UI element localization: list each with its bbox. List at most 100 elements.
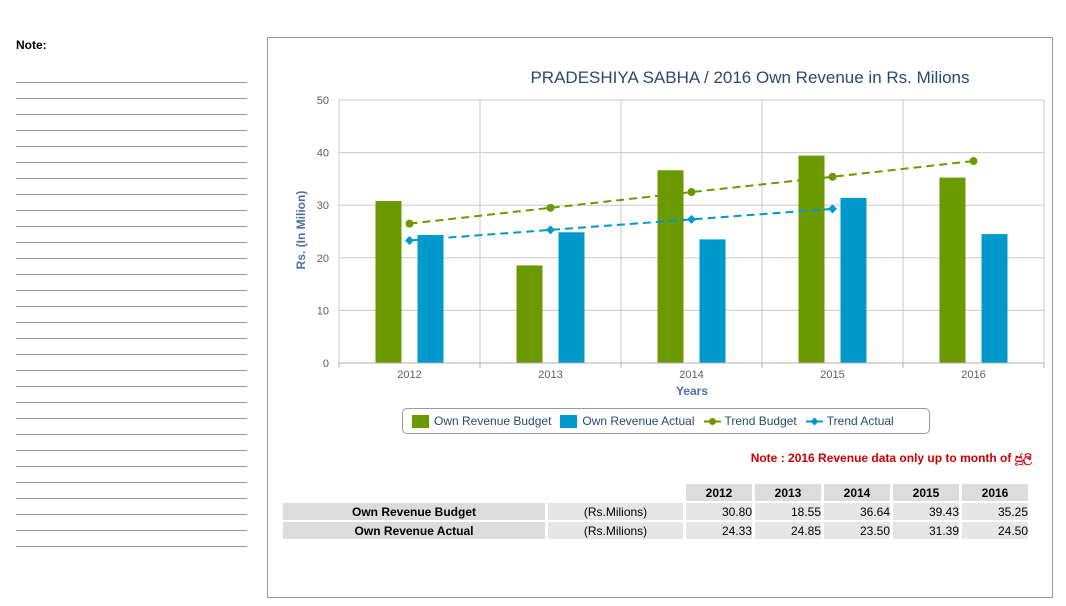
note-line bbox=[16, 274, 247, 275]
table-header-row: 2012 2013 2014 2015 2016 bbox=[283, 484, 1028, 501]
trend-budget-point bbox=[687, 188, 696, 197]
table-cell-value: 24.50 bbox=[962, 522, 1028, 539]
x-tick-label: 2015 bbox=[820, 369, 844, 381]
chart-panel: 0 10 20 30 40 50 2012 2013 2014 2015 2016 PRADESHI… bbox=[267, 37, 1053, 598]
legend-label: Trend Budget bbox=[724, 414, 797, 428]
legend-item[interactable]: Own Revenue Budget bbox=[412, 414, 551, 428]
note-line bbox=[16, 418, 247, 419]
y-tick-label: 40 bbox=[317, 148, 329, 160]
chart-axes: 0 10 20 30 40 50 2012 2013 2014 2015 2016 bbox=[317, 95, 1045, 381]
note-line bbox=[16, 114, 247, 115]
note-line bbox=[16, 482, 247, 483]
chart-trend-lines bbox=[405, 157, 978, 245]
note-line bbox=[16, 322, 247, 323]
bar-own-revenue-budget bbox=[375, 200, 402, 363]
trend-budget-point bbox=[405, 219, 414, 228]
chart-title: PRADESHIYA SABHA / 2016 Own Revenue in R… bbox=[530, 68, 969, 87]
trend-actual-point bbox=[828, 204, 837, 214]
legend-swatch bbox=[560, 414, 578, 428]
note-line bbox=[16, 386, 247, 387]
y-axis-label: Rs. (In Milion) bbox=[294, 191, 308, 270]
revenue-chart: 0 10 20 30 40 50 2012 2013 2014 2015 2016 PRADESHI… bbox=[294, 68, 1045, 398]
chart-bars bbox=[375, 155, 1008, 363]
table-cell-value: 36.64 bbox=[824, 503, 890, 520]
revenue-footnote: Note : 2016 Revenue data only up to mont… bbox=[750, 451, 1032, 465]
bar-own-revenue-actual bbox=[981, 234, 1008, 363]
notes-label: Note: bbox=[16, 38, 47, 52]
table-year-header: 2015 bbox=[893, 484, 959, 501]
legend-item[interactable]: Trend Budget bbox=[703, 414, 797, 428]
table-row-unit: (Rs.Milions) bbox=[548, 503, 683, 520]
trend-budget-point bbox=[546, 203, 555, 212]
note-line bbox=[16, 226, 247, 227]
table-cell-value: 35.25 bbox=[962, 503, 1028, 520]
table-year-header: 2014 bbox=[824, 484, 890, 501]
legend-line-symbol bbox=[703, 417, 721, 425]
table-row-label: Own Revenue Actual bbox=[283, 522, 545, 539]
note-line bbox=[16, 370, 247, 371]
note-line bbox=[16, 434, 247, 435]
revenue-table: 2012 2013 2014 2015 2016 Own Revenue Budget (R… bbox=[280, 482, 1031, 541]
x-tick-label: 2012 bbox=[397, 369, 421, 381]
trend-actual-point bbox=[687, 214, 696, 224]
trend-actual-point bbox=[546, 225, 555, 235]
table-row-unit: (Rs.Milions) bbox=[548, 522, 683, 539]
bar-own-revenue-budget bbox=[516, 265, 543, 363]
table-cell-value: 30.80 bbox=[686, 503, 752, 520]
y-tick-label: 10 bbox=[317, 305, 329, 317]
table-cell-value: 24.33 bbox=[686, 522, 752, 539]
bar-own-revenue-actual bbox=[699, 239, 726, 363]
legend-label: Own Revenue Actual bbox=[582, 414, 695, 428]
bar-own-revenue-actual bbox=[417, 235, 444, 363]
legend-line-symbol bbox=[805, 417, 823, 425]
y-tick-label: 30 bbox=[317, 200, 329, 212]
table-cell-value: 18.55 bbox=[755, 503, 821, 520]
table-year-header: 2016 bbox=[962, 484, 1028, 501]
table-cell-value: 39.43 bbox=[893, 503, 959, 520]
note-line bbox=[16, 178, 247, 179]
table-cell-value: 24.85 bbox=[755, 522, 821, 539]
note-line bbox=[16, 306, 247, 307]
legend-item[interactable]: Own Revenue Actual bbox=[560, 414, 695, 428]
y-tick-label: 0 bbox=[323, 358, 329, 370]
note-line bbox=[16, 338, 247, 339]
note-line bbox=[16, 290, 247, 291]
table-cell-value: 31.39 bbox=[893, 522, 959, 539]
legend-item[interactable]: Trend Actual bbox=[805, 414, 894, 428]
table-row-label: Own Revenue Budget bbox=[283, 503, 545, 520]
note-line bbox=[16, 450, 247, 451]
note-line bbox=[16, 546, 247, 547]
note-line bbox=[16, 402, 247, 403]
trend-budget-point bbox=[828, 172, 837, 181]
table-year-header: 2012 bbox=[686, 484, 752, 501]
note-line bbox=[16, 162, 247, 163]
x-tick-label: 2014 bbox=[679, 369, 703, 381]
table-row: Own Revenue Budget (Rs.Milions) 30.80 18.55… bbox=[283, 503, 1028, 520]
table-row: Own Revenue Actual (Rs.Milions) 24.33 24.85… bbox=[283, 522, 1028, 539]
note-line bbox=[16, 498, 247, 499]
note-line bbox=[16, 466, 247, 467]
bar-own-revenue-budget bbox=[798, 155, 825, 363]
trend-actual-point bbox=[405, 235, 414, 245]
note-line bbox=[16, 258, 247, 259]
note-line bbox=[16, 514, 247, 515]
note-line bbox=[16, 146, 247, 147]
y-tick-label: 50 bbox=[317, 95, 329, 107]
legend-label: Trend Actual bbox=[826, 414, 894, 428]
x-tick-label: 2016 bbox=[961, 369, 985, 381]
note-line bbox=[16, 242, 247, 243]
chart-grid bbox=[338, 99, 1045, 363]
table-year-header: 2013 bbox=[755, 484, 821, 501]
trend-budget-line bbox=[409, 160, 974, 225]
note-line bbox=[16, 210, 247, 211]
trend-budget-point bbox=[969, 157, 978, 166]
y-tick-label: 20 bbox=[317, 253, 329, 265]
bar-own-revenue-actual bbox=[840, 197, 867, 363]
bar-own-revenue-actual bbox=[558, 232, 585, 363]
note-line bbox=[16, 130, 247, 131]
x-axis-label: Years bbox=[676, 384, 708, 398]
note-line bbox=[16, 98, 247, 99]
table-cell-value: 23.50 bbox=[824, 522, 890, 539]
bar-own-revenue-budget bbox=[657, 170, 684, 363]
note-line bbox=[16, 530, 247, 531]
